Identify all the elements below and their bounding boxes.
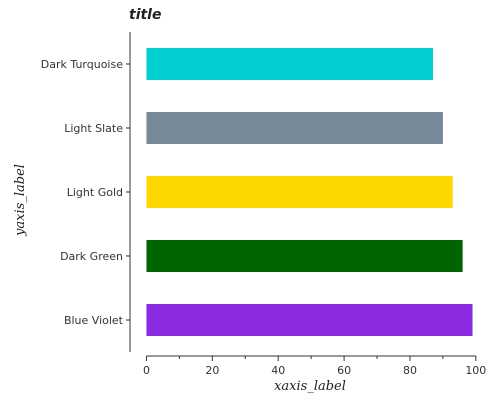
x-axis: 0 20 40 60 80 100 xyxy=(143,355,486,377)
y-axis: Blue Violet Dark Green Light Gold Light Sla… xyxy=(41,32,131,352)
bars-group xyxy=(146,48,473,336)
y-tick-label: Dark Turquoise xyxy=(41,58,123,71)
chart-title: title xyxy=(129,7,161,23)
bar-light-slate xyxy=(146,112,443,144)
bar-dark-green xyxy=(146,240,463,272)
x-tick-label: 20 xyxy=(205,364,219,377)
bar-light-gold xyxy=(146,176,453,208)
y-tick-label: Light Slate xyxy=(64,122,123,135)
x-axis-label: xaxis_label xyxy=(274,379,346,394)
y-tick-label: Dark Green xyxy=(60,250,123,263)
x-tick-label: 80 xyxy=(403,364,417,377)
x-tick-label: 40 xyxy=(271,364,285,377)
x-tick-label: 100 xyxy=(465,364,486,377)
y-tick-label: Blue Violet xyxy=(64,314,124,327)
y-tick-label: Light Gold xyxy=(67,186,123,199)
bar-dark-turquoise xyxy=(146,48,434,80)
bar-blue-violet xyxy=(146,304,473,336)
y-axis-label: yaxis_label xyxy=(13,164,28,237)
x-tick-label: 60 xyxy=(337,364,351,377)
x-tick-label: 0 xyxy=(143,364,150,377)
